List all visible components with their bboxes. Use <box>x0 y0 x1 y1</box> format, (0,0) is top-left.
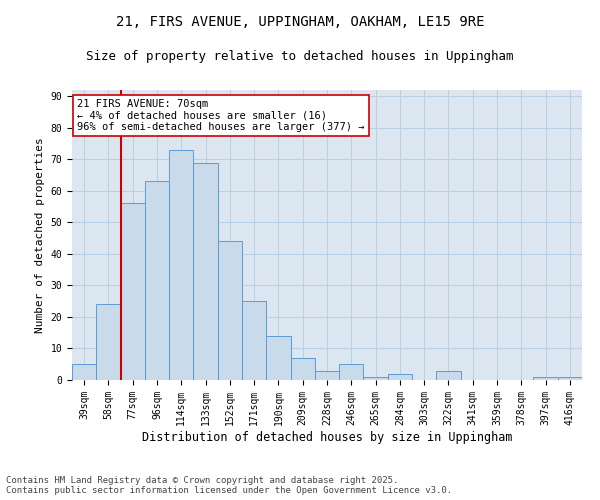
Bar <box>315 370 339 380</box>
Bar <box>388 374 412 380</box>
Bar <box>169 150 193 380</box>
Bar <box>290 358 315 380</box>
Bar <box>218 242 242 380</box>
Bar <box>242 301 266 380</box>
Bar <box>121 204 145 380</box>
Text: Size of property relative to detached houses in Uppingham: Size of property relative to detached ho… <box>86 50 514 63</box>
Bar <box>339 364 364 380</box>
Bar <box>72 364 96 380</box>
Bar <box>266 336 290 380</box>
Bar <box>145 182 169 380</box>
Bar <box>96 304 121 380</box>
X-axis label: Distribution of detached houses by size in Uppingham: Distribution of detached houses by size … <box>142 430 512 444</box>
Bar <box>533 377 558 380</box>
Text: 21 FIRS AVENUE: 70sqm
← 4% of detached houses are smaller (16)
96% of semi-detac: 21 FIRS AVENUE: 70sqm ← 4% of detached h… <box>77 98 365 132</box>
Bar <box>436 370 461 380</box>
Bar <box>558 377 582 380</box>
Bar <box>364 377 388 380</box>
Y-axis label: Number of detached properties: Number of detached properties <box>35 137 45 333</box>
Text: 21, FIRS AVENUE, UPPINGHAM, OAKHAM, LE15 9RE: 21, FIRS AVENUE, UPPINGHAM, OAKHAM, LE15… <box>116 15 484 29</box>
Text: Contains HM Land Registry data © Crown copyright and database right 2025.
Contai: Contains HM Land Registry data © Crown c… <box>6 476 452 495</box>
Bar <box>193 162 218 380</box>
